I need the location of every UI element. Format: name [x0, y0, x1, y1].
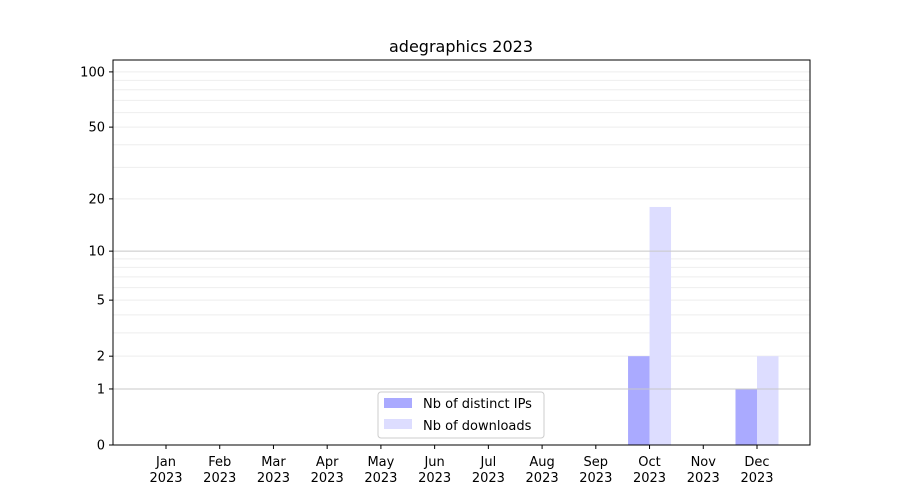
y-tick-label: 20	[88, 192, 105, 207]
x-tick-label: 2023	[472, 471, 505, 486]
bar-distinct-ips	[628, 356, 650, 445]
x-tick-label: Jan	[155, 455, 176, 470]
bar-downloads	[757, 356, 779, 445]
x-tick-label: Aug	[529, 455, 554, 470]
y-tick-label: 2	[97, 350, 105, 365]
legend: Nb of distinct IPs Nb of downloads	[377, 391, 545, 439]
y-tick-label: 5	[97, 294, 105, 309]
y-axis: 0 1 2 5 10 20 50 100	[80, 65, 113, 454]
x-tick-label: 2023	[311, 471, 344, 486]
x-tick-label: 2023	[203, 471, 236, 486]
legend-swatch-downloads	[384, 419, 412, 429]
y-tick-label: 0	[97, 439, 105, 454]
axes-frame	[112, 59, 811, 446]
x-tick-label: Dec	[744, 455, 769, 470]
x-tick-label: 2023	[633, 471, 666, 486]
x-tick-label: 2023	[364, 471, 397, 486]
x-tick-label: Apr	[316, 455, 339, 470]
x-tick-label: 2023	[526, 471, 559, 486]
x-tick-label: May	[367, 455, 394, 470]
x-tick-label: Mar	[261, 455, 286, 470]
legend-swatch-ips	[384, 398, 412, 408]
x-tick-label: Nov	[691, 455, 717, 470]
x-tick-label: Jul	[480, 455, 497, 470]
y-tick-label: 50	[88, 121, 105, 136]
bar-distinct-ips	[735, 388, 757, 445]
chart-title: adegraphics 2023	[389, 37, 533, 56]
x-tick-label: 2023	[418, 471, 451, 486]
grid-major	[113, 250, 810, 390]
x-tick-label: 2023	[740, 471, 773, 486]
x-tick-label: 2023	[579, 471, 612, 486]
y-tick-label: 10	[88, 245, 105, 260]
x-axis: Jan2023Feb2023Mar2023Apr2023May2023Jun20…	[149, 445, 774, 486]
y-tick-label: 100	[80, 65, 105, 80]
y-tick-label: 1	[97, 382, 105, 397]
x-tick-label: Oct	[638, 455, 660, 470]
x-tick-label: 2023	[687, 471, 720, 486]
x-tick-label: 2023	[257, 471, 290, 486]
x-tick-label: Sep	[584, 455, 609, 470]
x-tick-label: Jun	[423, 455, 444, 470]
legend-label-downloads: Nb of downloads	[423, 419, 532, 434]
bars	[628, 206, 779, 445]
x-tick-label: 2023	[149, 471, 182, 486]
bar-downloads	[649, 206, 672, 445]
x-tick-label: Feb	[208, 455, 231, 470]
legend-label-ips: Nb of distinct IPs	[423, 397, 532, 412]
grid	[113, 71, 810, 357]
